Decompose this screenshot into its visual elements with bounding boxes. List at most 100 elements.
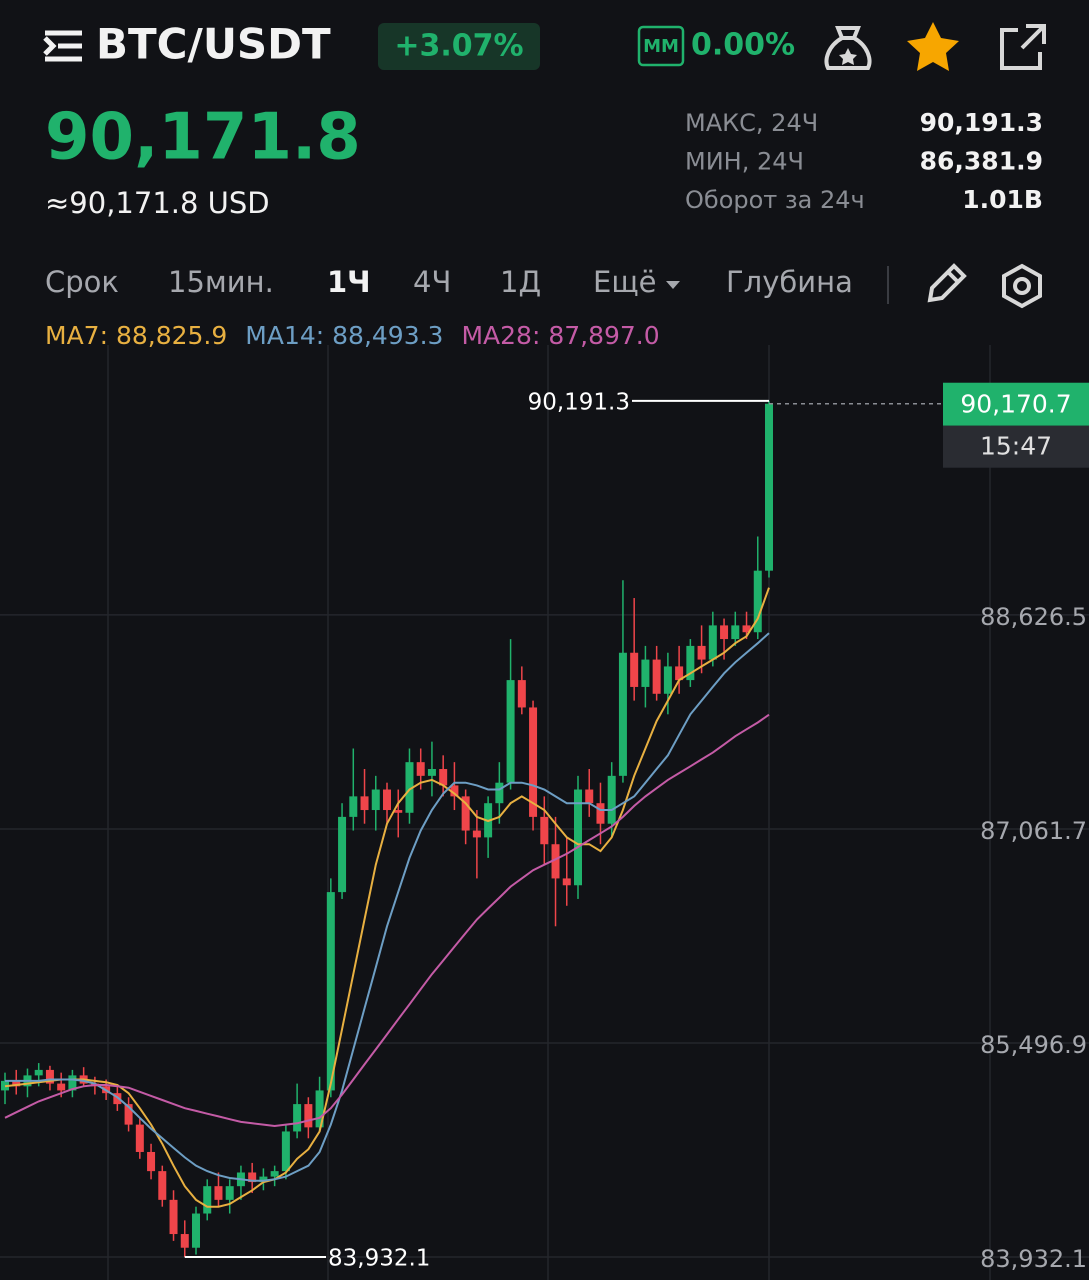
candle-body [686,645,695,681]
ma-legend: MA14: 88,493.3 [245,321,443,350]
candle-body [371,789,380,811]
tab[interactable]: Срок [45,265,119,299]
high-label: 90,191.3 [528,389,630,415]
candle-body [68,1075,77,1091]
candle-body [259,1176,268,1183]
candle-body [675,666,684,681]
settings-icon[interactable] [1002,263,1042,309]
candle-body [697,645,706,660]
mm-value: 0.00% [691,28,795,63]
candle-body [225,1186,234,1200]
candle-body [720,625,729,640]
candle-body [180,1234,189,1248]
candle-body [394,810,403,813]
y-tick-label: 83,932.1 [980,1245,1087,1273]
stat-label: МАКС, 24Ч [685,109,818,137]
ma-line [4,713,770,1128]
last-price-box [943,382,1089,426]
y-tick-label: 88,626.5 [980,603,1087,631]
candle-body [439,769,448,786]
countdown-box [943,425,1089,468]
candle-body [158,1171,167,1200]
last-price-label: 90,170.7 [960,390,1071,419]
mm-badge: MM [643,36,679,57]
y-tick-label: 85,496.9 [980,1031,1087,1059]
candle-body [124,1104,133,1125]
stat-value: 1.01B [962,185,1043,214]
bag-icon[interactable] [824,26,872,70]
candle-body [551,844,560,879]
candle-body [326,892,335,1091]
ma-legend: MA28: 87,897.0 [461,321,659,350]
mm-badge-box [637,25,685,67]
candle-body [315,1090,324,1128]
tab[interactable]: 15мин. [168,265,274,299]
tab[interactable]: 1Д [500,265,541,299]
candle-body [383,789,391,811]
y-tick-label: 87,061.7 [980,817,1087,845]
candle-body [562,878,571,886]
candle-body [169,1199,178,1235]
candle-body [596,803,605,824]
candle-body [753,570,762,633]
candle-body [708,625,717,660]
candle-body [57,1083,66,1091]
menu-icon[interactable] [43,30,82,62]
candle-body [742,625,751,633]
candle-body [495,782,504,804]
stat-label: МИН, 24Ч [685,148,804,176]
tab[interactable]: 4Ч [413,265,451,299]
candle-body [540,816,549,845]
candle-body [472,830,481,838]
candle-body [427,769,436,776]
countdown: 15:47 [980,432,1052,461]
ma-legend: MA7: 88,825.9 [45,321,227,350]
candle-body [405,762,414,813]
candle-body [416,762,425,776]
candle-body [574,789,582,886]
candle-body [135,1124,144,1152]
candle-body [461,796,470,831]
candle-body [663,666,672,694]
tab[interactable]: 1Ч [327,265,371,299]
dropdown-arrow [666,281,680,289]
candle-body [293,1104,302,1132]
tab[interactable]: Глубина [726,265,853,299]
candle-body [630,652,639,687]
candle-body [113,1093,122,1105]
candle-body [641,659,650,687]
candle-body [45,1069,54,1084]
candle-body [585,789,594,804]
change-badge [378,23,540,70]
candle-body [248,1172,257,1183]
candle-body [12,1080,21,1087]
candle-body [360,796,369,811]
candle-body [304,1104,313,1128]
candle-body [192,1213,200,1248]
pair: BTC/USDT [96,20,331,69]
candle-body [270,1171,279,1177]
change: +3.07% [394,29,523,64]
candle-body [506,680,515,783]
candle-body [607,775,616,824]
tab[interactable]: Ещё [593,265,656,299]
low-label: 83,932.1 [328,1246,430,1272]
candle-body [203,1186,212,1214]
candle-body [281,1131,290,1172]
candle-body [765,403,773,571]
candle-body [529,707,538,817]
price-usd: ≈90,171.8 USD [45,186,270,220]
stat-value: 90,191.3 [920,108,1043,137]
share-icon[interactable] [1000,24,1046,70]
stat-value: 86,381.9 [920,147,1043,176]
candle-body [618,652,627,776]
favorite-star[interactable] [907,22,959,71]
candle-body [147,1151,156,1172]
candle-body [338,816,347,893]
stat-label: Оборот за 24ч [685,186,865,214]
candle-body [652,659,661,694]
draw-icon[interactable] [927,263,967,303]
